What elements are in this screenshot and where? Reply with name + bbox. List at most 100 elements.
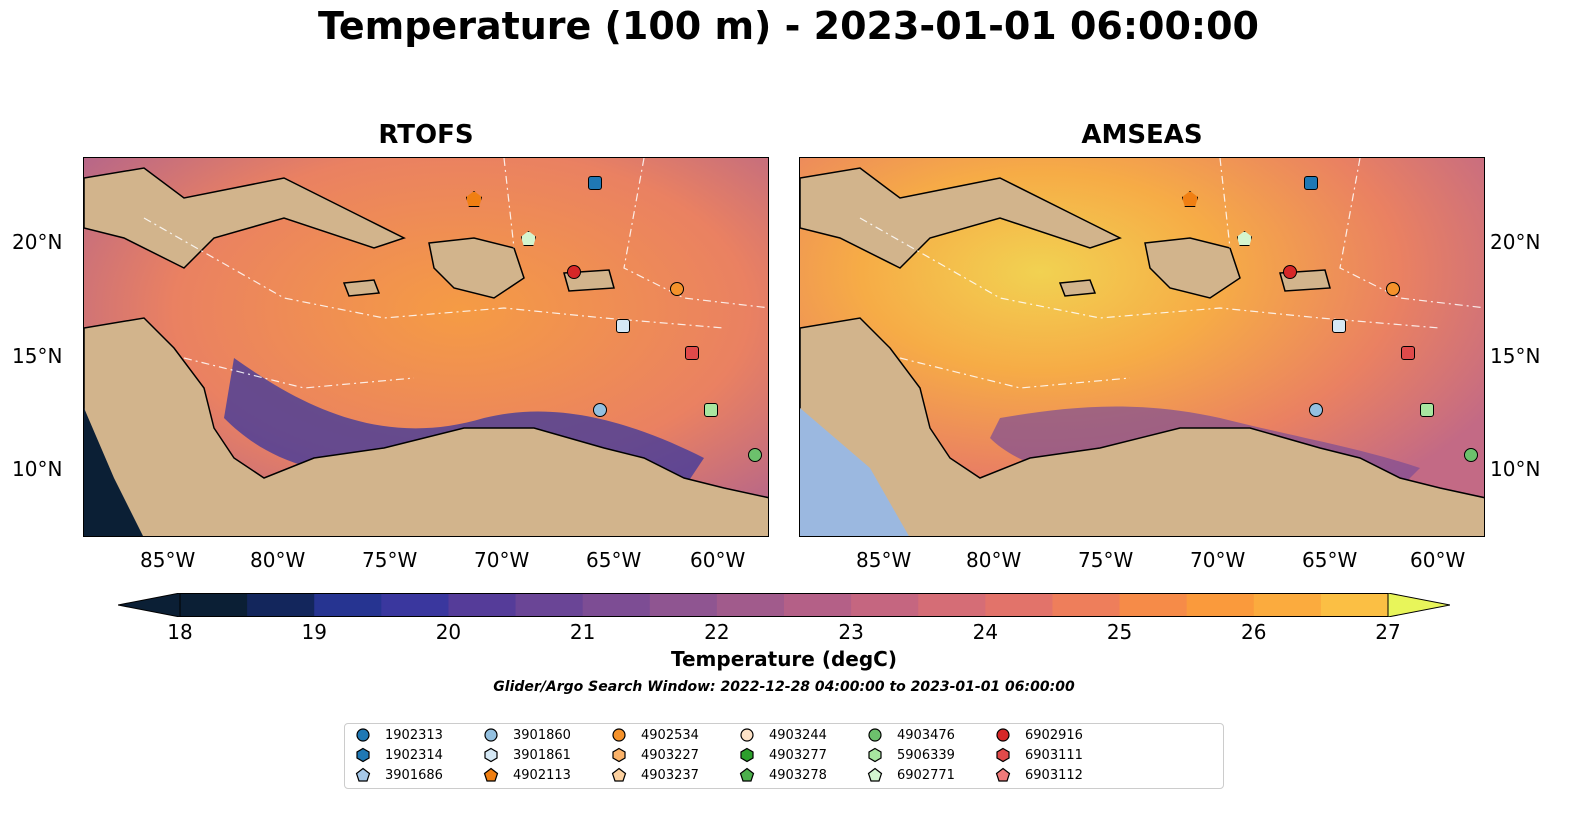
colorbar-segment (649, 593, 718, 617)
marker-3901860[interactable] (1309, 403, 1323, 417)
colorbar-tick-label: 18 (167, 620, 193, 644)
cuba-land (84, 167, 406, 269)
marker-6902916[interactable] (567, 265, 581, 279)
lon-label-75w-rtofs: 75°W (362, 548, 418, 572)
colorbar-segment (247, 593, 315, 617)
legend-item: 6903112 (995, 767, 1083, 783)
legend-marker-icon (740, 728, 754, 742)
map-amseas-canvas (800, 158, 1484, 536)
marker-4903476[interactable] (1464, 448, 1478, 462)
legend-label: 3901860 (513, 727, 571, 743)
legend-marker-icon (484, 728, 498, 742)
marker-5906339[interactable] (704, 403, 718, 417)
colorbar-segment (1253, 593, 1322, 617)
map-amseas[interactable] (799, 157, 1485, 537)
colorbar-segment (1186, 593, 1255, 617)
legend-item: 4903237 (611, 767, 699, 783)
colorbar-segment (180, 593, 248, 617)
map-rtofs[interactable] (83, 157, 769, 537)
legend-item: 5906339 (867, 747, 955, 763)
legend-label: 6902771 (897, 767, 955, 783)
lat-label-10n-right: 10°N (1490, 457, 1541, 481)
lat-label-20n-left: 20°N (12, 230, 63, 254)
legend-marker-icon (611, 767, 627, 782)
colorbar-tick-label: 20 (435, 620, 462, 644)
lat-label-15n-right: 15°N (1490, 344, 1541, 368)
map-rtofs-canvas (84, 158, 768, 536)
legend-item: 4902534 (611, 727, 699, 743)
legend-item: 3901860 (483, 727, 571, 743)
lat-label-20n-right: 20°N (1490, 230, 1541, 254)
legend-marker-icon (996, 747, 1010, 763)
marker-6903111[interactable] (685, 346, 699, 360)
lon-label-85w-rtofs: 85°W (140, 548, 196, 572)
lon-label-60w-amseas: 60°W (1410, 548, 1466, 572)
legend-label: 6903112 (1025, 767, 1083, 783)
colorbar-segment (985, 593, 1053, 617)
colorbar (117, 592, 1451, 618)
cuba-land (800, 167, 1122, 269)
lon-label-70w-rtofs: 70°W (474, 548, 530, 572)
colorbar-segment (851, 593, 919, 617)
colorbar-segment (1320, 593, 1389, 617)
legend-label: 4903278 (769, 767, 827, 783)
colorbar-segment (448, 593, 517, 617)
mainland-land (800, 317, 1484, 536)
legend-marker-icon (740, 747, 754, 763)
legend-label: 3901861 (513, 747, 571, 763)
legend-marker-icon (995, 767, 1011, 782)
legend-item: 1902313 (355, 727, 443, 743)
legend-marker-icon (356, 728, 370, 742)
legend-label: 4902534 (641, 727, 699, 743)
legend-marker-icon (996, 728, 1010, 742)
legend-item: 4903278 (739, 767, 827, 783)
legend-marker-icon (612, 728, 626, 742)
legend: 1902313 1902314 3901686 3901860 3901861 49021… (344, 723, 1224, 789)
marker-3901861[interactable] (616, 319, 630, 333)
legend-label: 5906339 (897, 747, 955, 763)
legend-label: 4903244 (769, 727, 827, 743)
legend-label: 4903237 (641, 767, 699, 783)
legend-marker-icon (612, 747, 626, 763)
legend-marker-icon (483, 767, 499, 782)
lon-label-85w-amseas: 85°W (856, 548, 912, 572)
marker-1902314[interactable] (1304, 176, 1318, 190)
lat-label-10n-left: 10°N (12, 457, 63, 481)
colorbar-segment (515, 593, 584, 617)
colorbar-graphic (117, 592, 1451, 618)
marker-1902314[interactable] (588, 176, 602, 190)
colorbar-label: Temperature (degC) (671, 647, 897, 671)
marker-3901860[interactable] (593, 403, 607, 417)
colorbar-segment (1119, 593, 1188, 617)
hispaniola-land (428, 237, 525, 299)
legend-marker-icon (739, 767, 755, 782)
marker-6902916[interactable] (1283, 265, 1297, 279)
marker-3901861[interactable] (1332, 319, 1346, 333)
marker-4903476[interactable] (748, 448, 762, 462)
legend-label: 4903227 (641, 747, 699, 763)
colorbar-tick-label: 25 (1106, 620, 1133, 644)
marker-5906339[interactable] (1420, 403, 1434, 417)
marker-6903111[interactable] (1401, 346, 1415, 360)
lon-label-80w-amseas: 80°W (966, 548, 1022, 572)
legend-label: 4902113 (513, 767, 571, 783)
marker-4902534[interactable] (670, 282, 684, 296)
legend-item: 4903277 (739, 747, 827, 763)
colorbar-extend-low (117, 592, 181, 618)
colorbar-tick-label: 21 (569, 620, 596, 644)
colorbar-segment (784, 593, 852, 617)
colorbar-tick-label: 22 (704, 620, 730, 644)
jamaica-land (342, 279, 381, 297)
legend-item: 4903227 (611, 747, 699, 763)
figure-title: Temperature (100 m) - 2023-01-01 06:00:0… (317, 4, 1259, 48)
colorbar-segment (918, 593, 986, 617)
colorbar-segment (716, 593, 785, 617)
colorbar-segment (1052, 593, 1121, 617)
legend-marker-icon (868, 728, 882, 742)
colorbar-tick-label: 27 (1375, 620, 1401, 644)
legend-marker-icon (484, 747, 498, 763)
lon-label-70w-amseas: 70°W (1190, 548, 1246, 572)
legend-label: 6903111 (1025, 747, 1083, 763)
marker-4902534[interactable] (1386, 282, 1400, 296)
pacific-outside (800, 408, 909, 536)
